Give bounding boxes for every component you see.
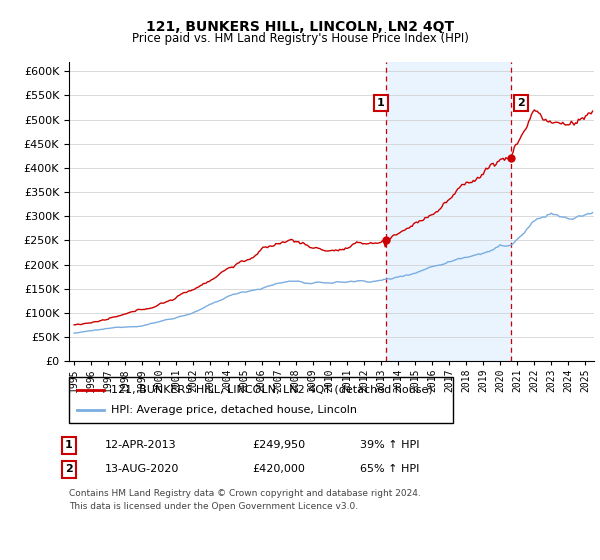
Text: Contains HM Land Registry data © Crown copyright and database right 2024.: Contains HM Land Registry data © Crown c… (69, 489, 421, 498)
Text: This data is licensed under the Open Government Licence v3.0.: This data is licensed under the Open Gov… (69, 502, 358, 511)
Text: 13-AUG-2020: 13-AUG-2020 (105, 464, 179, 474)
Bar (386, 62, 511, 361)
Text: £420,000: £420,000 (252, 464, 305, 474)
Text: HPI: Average price, detached house, Lincoln: HPI: Average price, detached house, Linc… (111, 405, 357, 415)
Text: 2: 2 (65, 464, 73, 474)
Text: 12-APR-2013: 12-APR-2013 (105, 440, 176, 450)
Text: 1: 1 (377, 97, 385, 108)
Text: 65% ↑ HPI: 65% ↑ HPI (360, 464, 419, 474)
Text: 1: 1 (65, 440, 73, 450)
Text: 39% ↑ HPI: 39% ↑ HPI (360, 440, 419, 450)
Text: 2: 2 (517, 97, 524, 108)
Text: 121, BUNKERS HILL, LINCOLN, LN2 4QT (detached house): 121, BUNKERS HILL, LINCOLN, LN2 4QT (det… (111, 385, 433, 395)
Text: £249,950: £249,950 (252, 440, 305, 450)
Text: 121, BUNKERS HILL, LINCOLN, LN2 4QT: 121, BUNKERS HILL, LINCOLN, LN2 4QT (146, 20, 454, 34)
Text: Price paid vs. HM Land Registry's House Price Index (HPI): Price paid vs. HM Land Registry's House … (131, 32, 469, 45)
